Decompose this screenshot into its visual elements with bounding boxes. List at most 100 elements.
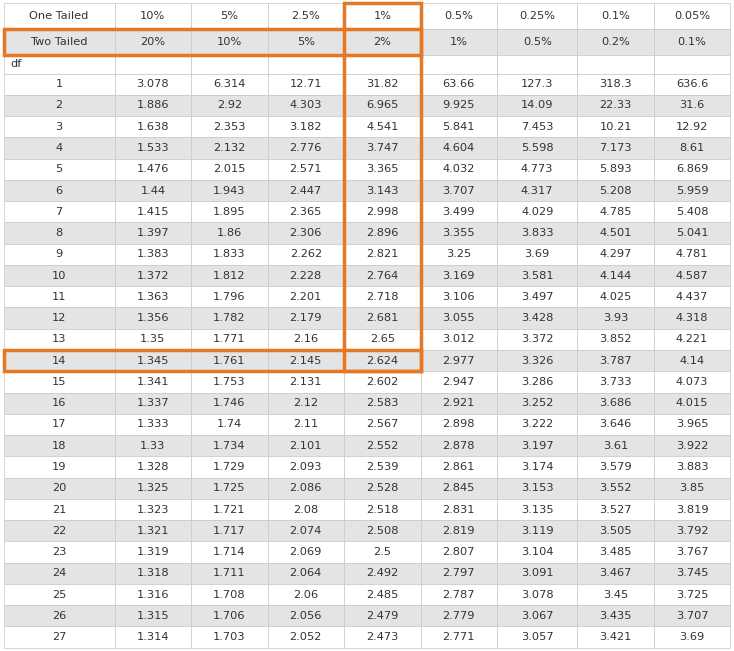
Text: 3.067: 3.067 xyxy=(521,611,553,621)
FancyBboxPatch shape xyxy=(497,605,578,626)
Text: 17: 17 xyxy=(52,419,66,430)
Text: 2%: 2% xyxy=(374,37,391,48)
FancyBboxPatch shape xyxy=(344,371,421,393)
FancyBboxPatch shape xyxy=(421,286,497,307)
FancyBboxPatch shape xyxy=(268,393,344,414)
Text: 0.1%: 0.1% xyxy=(677,37,707,48)
FancyBboxPatch shape xyxy=(654,584,730,605)
FancyBboxPatch shape xyxy=(421,393,497,414)
Text: 63.66: 63.66 xyxy=(443,79,475,89)
FancyBboxPatch shape xyxy=(578,499,654,520)
Text: 4.029: 4.029 xyxy=(521,207,553,217)
Text: 2.228: 2.228 xyxy=(290,271,322,281)
FancyBboxPatch shape xyxy=(578,584,654,605)
FancyBboxPatch shape xyxy=(115,159,191,180)
Text: 8.61: 8.61 xyxy=(680,143,705,153)
FancyBboxPatch shape xyxy=(191,3,268,29)
Text: 3.579: 3.579 xyxy=(599,462,632,472)
FancyBboxPatch shape xyxy=(421,562,497,584)
Text: 2.896: 2.896 xyxy=(366,228,399,238)
Text: 2.583: 2.583 xyxy=(366,398,399,408)
Text: 2.624: 2.624 xyxy=(366,355,399,366)
FancyBboxPatch shape xyxy=(4,350,115,371)
Text: 3.286: 3.286 xyxy=(521,377,553,387)
Text: 1.86: 1.86 xyxy=(217,228,242,238)
FancyBboxPatch shape xyxy=(497,159,578,180)
FancyBboxPatch shape xyxy=(344,478,421,499)
Text: 3.552: 3.552 xyxy=(600,483,632,493)
FancyBboxPatch shape xyxy=(4,55,115,74)
FancyBboxPatch shape xyxy=(344,180,421,201)
Text: 4.221: 4.221 xyxy=(676,335,708,344)
Text: 18: 18 xyxy=(52,441,66,450)
Text: 2.201: 2.201 xyxy=(290,292,322,302)
Text: 2.12: 2.12 xyxy=(294,398,319,408)
Text: 5%: 5% xyxy=(297,37,315,48)
FancyBboxPatch shape xyxy=(344,456,421,478)
FancyBboxPatch shape xyxy=(497,414,578,435)
FancyBboxPatch shape xyxy=(4,435,115,456)
FancyBboxPatch shape xyxy=(4,243,115,265)
FancyBboxPatch shape xyxy=(115,180,191,201)
FancyBboxPatch shape xyxy=(268,95,344,116)
Text: 636.6: 636.6 xyxy=(676,79,708,89)
FancyBboxPatch shape xyxy=(654,223,730,243)
Text: 1.734: 1.734 xyxy=(213,441,246,450)
FancyBboxPatch shape xyxy=(344,542,421,562)
Text: 2.779: 2.779 xyxy=(443,611,475,621)
FancyBboxPatch shape xyxy=(115,243,191,265)
Text: 2.5: 2.5 xyxy=(374,547,391,557)
Text: 2.898: 2.898 xyxy=(443,419,475,430)
FancyBboxPatch shape xyxy=(654,605,730,626)
Text: 2.086: 2.086 xyxy=(290,483,322,493)
FancyBboxPatch shape xyxy=(421,201,497,223)
FancyBboxPatch shape xyxy=(115,499,191,520)
FancyBboxPatch shape xyxy=(344,116,421,137)
FancyBboxPatch shape xyxy=(115,137,191,159)
FancyBboxPatch shape xyxy=(191,265,268,286)
Text: 2.485: 2.485 xyxy=(366,590,399,600)
FancyBboxPatch shape xyxy=(4,159,115,180)
FancyBboxPatch shape xyxy=(344,265,421,286)
FancyBboxPatch shape xyxy=(191,55,268,74)
Text: 1.717: 1.717 xyxy=(213,526,246,536)
Text: 6.965: 6.965 xyxy=(366,100,399,111)
FancyBboxPatch shape xyxy=(268,159,344,180)
Text: 2.65: 2.65 xyxy=(370,335,395,344)
Text: 4.297: 4.297 xyxy=(600,249,632,259)
FancyBboxPatch shape xyxy=(268,456,344,478)
Text: 4.587: 4.587 xyxy=(676,271,708,281)
FancyBboxPatch shape xyxy=(578,542,654,562)
Text: 3.372: 3.372 xyxy=(521,335,553,344)
FancyBboxPatch shape xyxy=(191,116,268,137)
FancyBboxPatch shape xyxy=(578,626,654,648)
FancyBboxPatch shape xyxy=(344,329,421,350)
FancyBboxPatch shape xyxy=(191,29,268,55)
Text: 3.745: 3.745 xyxy=(676,568,708,578)
Text: 3.421: 3.421 xyxy=(600,632,632,642)
FancyBboxPatch shape xyxy=(578,116,654,137)
FancyBboxPatch shape xyxy=(115,307,191,329)
FancyBboxPatch shape xyxy=(654,55,730,74)
FancyBboxPatch shape xyxy=(344,393,421,414)
FancyBboxPatch shape xyxy=(344,223,421,243)
FancyBboxPatch shape xyxy=(578,265,654,286)
Text: 3.135: 3.135 xyxy=(521,505,553,514)
Text: 2.447: 2.447 xyxy=(290,186,322,195)
Text: 3.365: 3.365 xyxy=(366,164,399,174)
Text: 2.056: 2.056 xyxy=(290,611,322,621)
Text: 3.527: 3.527 xyxy=(600,505,632,514)
Text: 2.571: 2.571 xyxy=(289,164,322,174)
Text: 0.2%: 0.2% xyxy=(601,37,630,48)
FancyBboxPatch shape xyxy=(654,180,730,201)
Text: 1.33: 1.33 xyxy=(140,441,165,450)
Text: 1.943: 1.943 xyxy=(213,186,246,195)
Text: 2.093: 2.093 xyxy=(289,462,322,472)
Text: 1.316: 1.316 xyxy=(137,590,169,600)
Text: 3.505: 3.505 xyxy=(599,526,632,536)
Text: 2.602: 2.602 xyxy=(366,377,399,387)
FancyBboxPatch shape xyxy=(578,180,654,201)
Text: 19: 19 xyxy=(52,462,66,472)
Text: 1.895: 1.895 xyxy=(213,207,246,217)
Text: 1.746: 1.746 xyxy=(213,398,245,408)
